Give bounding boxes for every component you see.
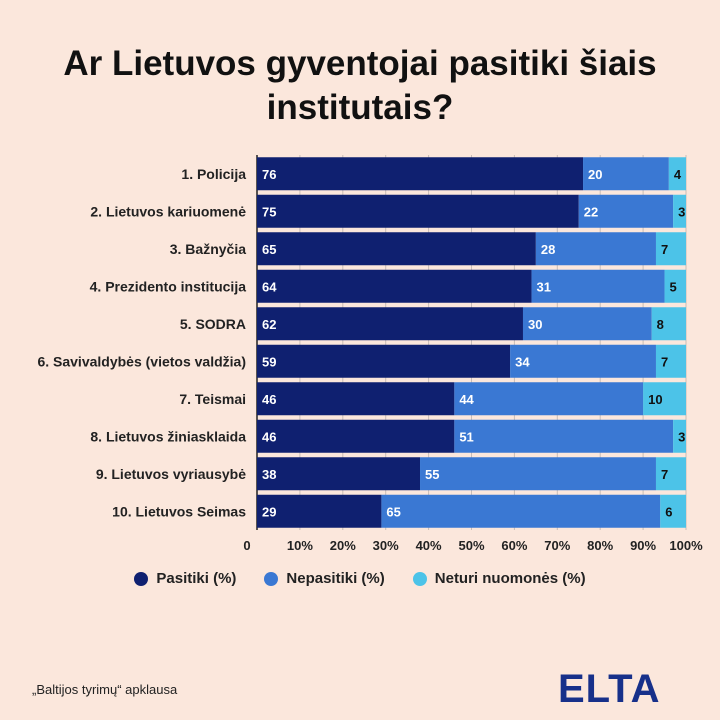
data-label: 64 [262, 279, 277, 294]
legend-label-distrust: Nepasitiki (%) [286, 570, 385, 587]
data-label: 34 [515, 354, 530, 369]
elta-logo: ELTA [558, 667, 661, 708]
x-tick-label: 60% [501, 538, 527, 553]
bar-segment [673, 419, 686, 453]
legend-swatch-trust [134, 571, 149, 586]
category-label: 6. Savivaldybės (vietos valdžia) [37, 353, 246, 369]
category-label: 5. SODRA [180, 316, 246, 332]
data-label: 22 [584, 204, 598, 219]
bar-segment [643, 382, 686, 416]
data-label: 75 [262, 204, 276, 219]
bar-segment [660, 494, 686, 528]
bar-segment [257, 457, 421, 491]
data-label: 46 [262, 429, 276, 444]
chart-title: Ar Lietuvos gyventojai pasitiki šiais in… [63, 44, 657, 127]
legend-label-trust: Pasitiki (%) [156, 570, 237, 587]
bar-segment [673, 194, 686, 228]
data-label: 5 [670, 279, 677, 294]
x-tick-label: 0 [243, 538, 250, 553]
bar-segment [664, 269, 686, 303]
x-tick-label: 10% [287, 538, 313, 553]
category-label: 7. Teismai [179, 391, 246, 407]
bar-segment [381, 494, 661, 528]
data-label: 38 [262, 467, 276, 482]
legend-swatch-no-opinion [412, 571, 427, 586]
data-label: 7 [661, 467, 668, 482]
x-tick-label: 40% [416, 538, 442, 553]
category-label: 9. Lietuvos vyriausybė [96, 466, 246, 482]
category-label: 4. Prezidento institucija [90, 278, 247, 294]
legend-swatch-distrust [264, 571, 279, 586]
data-label: 7 [661, 354, 668, 369]
legend-label-no-opinion: Neturi nuomonės (%) [434, 570, 586, 587]
data-label: 6 [665, 504, 672, 519]
bar-segment [578, 194, 674, 228]
bar-segment [257, 269, 532, 303]
category-label: 1. Policija [181, 166, 246, 182]
data-label: 44 [459, 392, 474, 407]
x-tick-label: 50% [458, 538, 484, 553]
data-label: 51 [459, 429, 473, 444]
category-label: 10. Lietuvos Seimas [112, 503, 246, 519]
data-label: 8 [657, 317, 664, 332]
data-label: 31 [537, 279, 551, 294]
category-label: 2. Lietuvos kariuomenė [90, 203, 246, 219]
data-label: 46 [262, 392, 276, 407]
bar-segment [257, 307, 523, 341]
x-tick-label: 30% [373, 538, 399, 553]
bar-segment [257, 157, 584, 191]
data-label: 30 [528, 317, 542, 332]
data-label: 55 [425, 467, 439, 482]
bar-segment [655, 232, 686, 266]
bar-segment [651, 307, 686, 341]
data-label: 10 [648, 392, 662, 407]
data-label: 59 [262, 354, 276, 369]
logo-text: ELTA [558, 667, 661, 708]
bar-segment [655, 457, 686, 491]
legend-item-distrust: Nepasitiki (%) [264, 570, 385, 587]
bar-segment [257, 344, 511, 378]
bar-segment [510, 344, 656, 378]
x-tick-label: 100% [669, 538, 703, 553]
bar-segment [454, 419, 674, 453]
data-label: 4 [674, 167, 682, 182]
data-label: 3 [678, 429, 685, 444]
bar-segment [257, 419, 455, 453]
category-label: 8. Lietuvos žiniasklaida [90, 428, 246, 444]
bar-segment [583, 157, 669, 191]
data-label: 62 [262, 317, 276, 332]
data-label: 65 [386, 504, 400, 519]
data-label: 76 [262, 167, 276, 182]
legend-item-no-opinion: Neturi nuomonės (%) [412, 570, 586, 587]
data-label: 7 [661, 242, 668, 257]
bar-segment [257, 194, 579, 228]
x-tick-label: 80% [587, 538, 613, 553]
data-label: 65 [262, 242, 276, 257]
bar-segment [522, 307, 652, 341]
x-tick-label: 70% [544, 538, 570, 553]
data-label: 20 [588, 167, 602, 182]
data-label: 28 [541, 242, 555, 257]
bar-segment [257, 232, 536, 266]
bar-segment [655, 344, 686, 378]
bar-segment [257, 382, 455, 416]
legend: Pasitiki (%) Nepasitiki (%) Neturi nuomo… [0, 570, 720, 587]
legend-item-trust: Pasitiki (%) [134, 570, 236, 587]
bar-segment [668, 157, 686, 191]
stacked-bar-chart: 1. Policija 76 20 42. Lietuvos kariuomenė 75… [37, 155, 703, 553]
data-label: 3 [678, 204, 685, 219]
category-label: 3. Bažnyčia [170, 241, 246, 257]
x-tick-label: 90% [630, 538, 656, 553]
x-tick-label: 20% [330, 538, 356, 553]
bar-segment [420, 457, 656, 491]
bar-segment [257, 494, 382, 528]
bar-segment [454, 382, 644, 416]
bar-segment [535, 232, 656, 266]
bar-segment [531, 269, 665, 303]
source-note: „Baltijos tyrimų“ apklausa [32, 682, 178, 697]
data-label: 29 [262, 504, 276, 519]
